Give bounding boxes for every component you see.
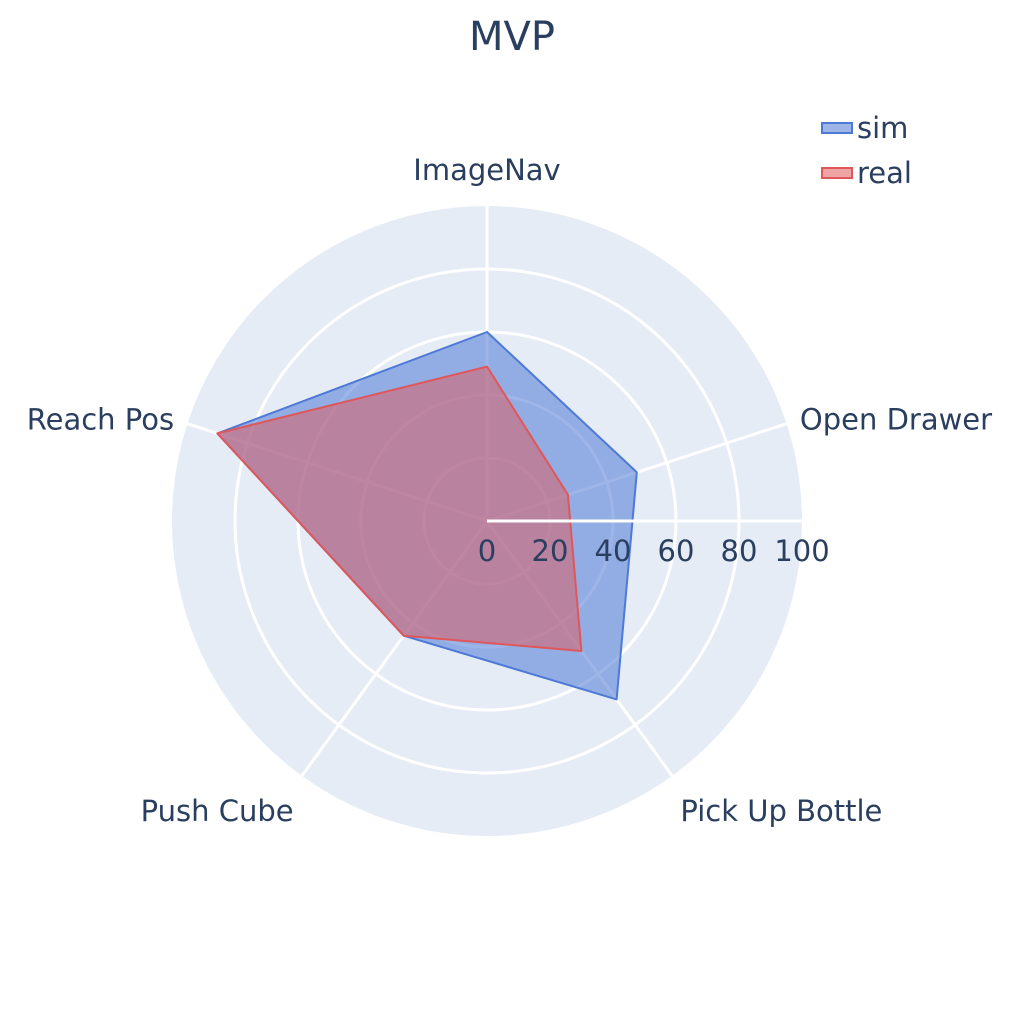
radial-tick-label: 40	[595, 534, 632, 568]
legend-label: real	[857, 156, 912, 190]
radial-axis: 0 20 40 60 80 100	[478, 519, 830, 568]
radial-tick-label: 60	[658, 534, 695, 568]
legend[interactable]: sim real	[821, 111, 912, 190]
series-layer	[216, 331, 638, 701]
chart-title: MVP	[469, 14, 555, 60]
angular-axis-labels: ImageNav Open Drawer Pick Up Bottle Push Cu…	[27, 153, 992, 828]
legend-item-sim[interactable]: sim	[821, 111, 908, 145]
legend-swatch	[821, 167, 853, 179]
category-label: Push Cube	[141, 794, 294, 828]
series-real-polygon	[216, 365, 583, 652]
category-label: ImageNav	[413, 153, 560, 187]
legend-label: sim	[857, 111, 908, 145]
category-label: Reach Pos	[27, 402, 174, 436]
legend-item-real[interactable]: real	[821, 156, 912, 190]
radial-tick-label: 100	[774, 534, 829, 568]
radial-tick-label: 20	[532, 534, 569, 568]
category-label: Pick Up Bottle	[680, 794, 882, 828]
category-label: Open Drawer	[800, 402, 992, 436]
radial-tick-label: 80	[721, 534, 758, 568]
legend-swatch	[821, 122, 853, 134]
radial-tick-label: 0	[478, 534, 496, 568]
